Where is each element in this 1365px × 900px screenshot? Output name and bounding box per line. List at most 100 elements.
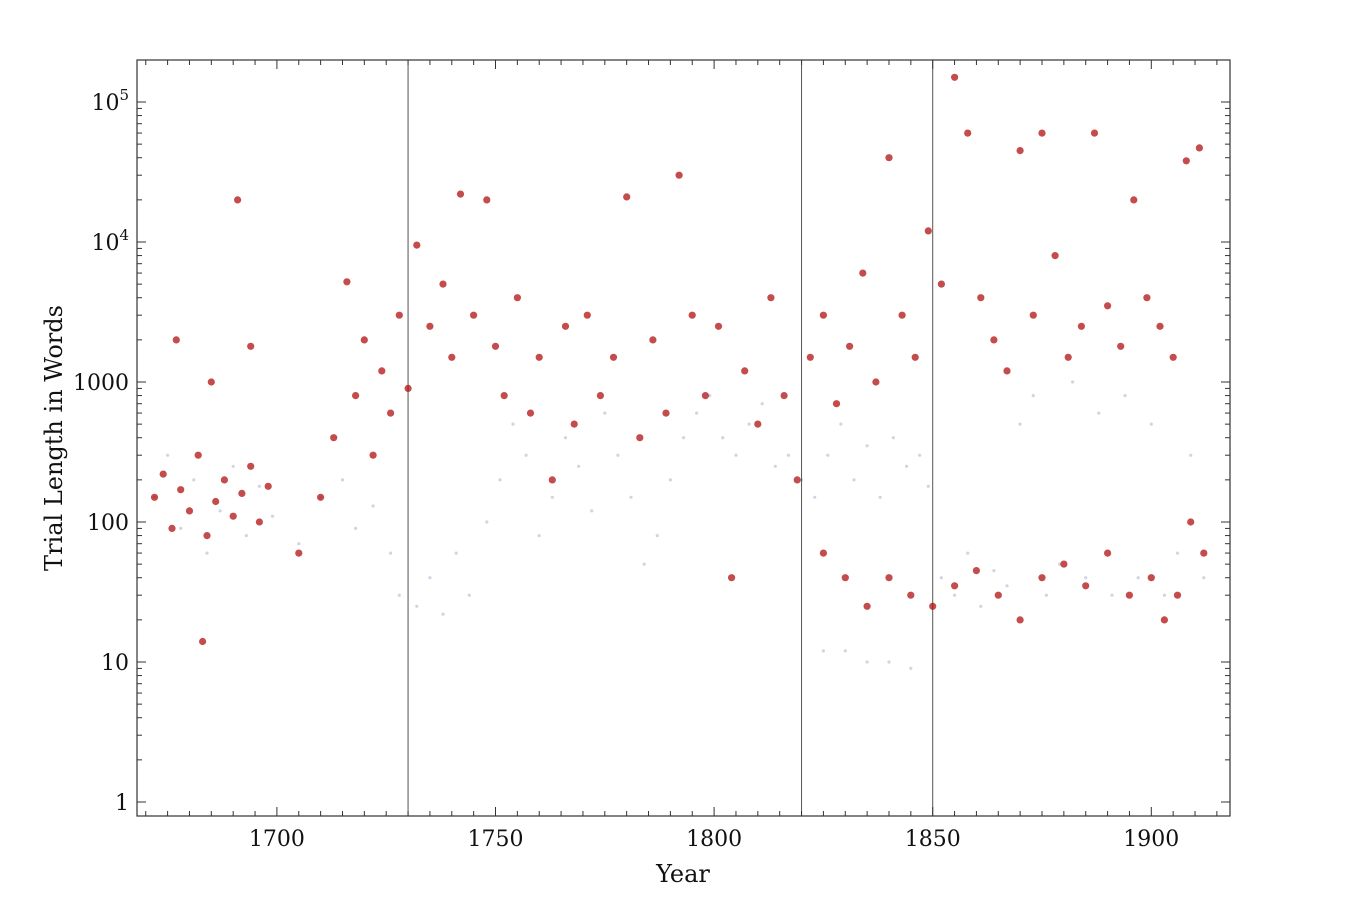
data-point (371, 504, 375, 508)
data-point (1051, 252, 1059, 260)
data-point (203, 532, 211, 540)
data-point (891, 436, 896, 440)
data-point (185, 507, 194, 515)
data-point (378, 367, 386, 375)
data-point (966, 551, 970, 555)
data-point (1016, 616, 1024, 624)
data-point (577, 464, 581, 468)
data-point (1038, 129, 1046, 137)
data-point (550, 495, 554, 499)
data-point (340, 478, 345, 482)
data-point (428, 576, 432, 580)
data-point (773, 464, 777, 468)
x-axis-title: Year (655, 860, 710, 888)
data-point (1117, 342, 1125, 350)
data-point (212, 497, 220, 506)
data-point (926, 484, 930, 488)
data-point (537, 534, 541, 538)
data-point (964, 129, 972, 137)
data-point (192, 478, 196, 482)
x-tick-label: 1750 (468, 827, 524, 852)
data-point (885, 574, 893, 582)
data-point (498, 478, 502, 482)
data-point (513, 294, 522, 302)
x-tick-label: 1850 (905, 827, 961, 852)
data-point (872, 378, 880, 386)
data-point (1169, 353, 1177, 361)
data-point (813, 495, 817, 499)
data-point (668, 478, 673, 482)
data-point (1090, 129, 1099, 137)
data-point (238, 489, 246, 497)
data-point (548, 476, 556, 484)
data-point (1189, 453, 1193, 457)
data-point (166, 453, 170, 457)
data-point (863, 602, 871, 610)
data-point (1147, 574, 1155, 582)
data-point (218, 509, 222, 513)
data-point (846, 342, 854, 350)
data-point (264, 482, 272, 490)
data-point (395, 311, 403, 319)
data-point (859, 269, 867, 277)
data-point (483, 196, 491, 204)
data-point (1173, 591, 1182, 599)
data-point (977, 294, 985, 302)
data-point (234, 196, 242, 204)
data-point (360, 336, 368, 344)
data-point (728, 574, 736, 582)
data-point (878, 495, 882, 499)
data-point (1143, 294, 1151, 302)
data-point (662, 409, 670, 417)
data-point (1044, 593, 1048, 597)
data-point (456, 190, 465, 198)
data-point (819, 311, 828, 319)
data-point (609, 353, 618, 361)
data-point (179, 526, 183, 531)
data-point (681, 436, 686, 440)
data-point (220, 476, 228, 484)
data-point (168, 524, 176, 533)
data-point (734, 453, 738, 457)
data-point (616, 453, 620, 457)
data-point (596, 392, 605, 400)
data-point (389, 551, 393, 555)
data-point (939, 576, 944, 580)
data-point (918, 453, 922, 457)
data-point (295, 549, 303, 557)
data-point (561, 322, 570, 330)
data-point (909, 666, 913, 671)
data-point (1149, 422, 1153, 426)
data-point (826, 453, 830, 457)
data-point (1097, 411, 1101, 415)
data-point (500, 392, 508, 400)
data-point (583, 311, 591, 319)
data-points (150, 73, 1208, 671)
data-point (177, 486, 185, 494)
data-point (270, 514, 275, 518)
data-point (426, 322, 434, 330)
y-tick-label: 100 (87, 511, 129, 536)
data-point (404, 384, 412, 392)
data-point (563, 436, 568, 440)
data-point (317, 493, 325, 501)
data-point (832, 400, 841, 408)
data-point (199, 637, 207, 646)
data-point (924, 227, 932, 235)
data-point (911, 353, 919, 361)
data-point (865, 444, 869, 448)
data-point (841, 574, 849, 582)
data-point (570, 420, 578, 428)
data-point (330, 434, 338, 442)
data-point (1182, 157, 1190, 165)
data-point (898, 311, 906, 319)
data-point (454, 551, 458, 555)
data-point (1200, 549, 1208, 557)
data-point (760, 402, 764, 406)
data-point (1125, 591, 1133, 599)
y-tick-label: 104 (91, 226, 129, 256)
data-point (343, 278, 351, 286)
data-point (839, 422, 843, 426)
data-point (1005, 584, 1009, 588)
data-point (887, 660, 891, 664)
